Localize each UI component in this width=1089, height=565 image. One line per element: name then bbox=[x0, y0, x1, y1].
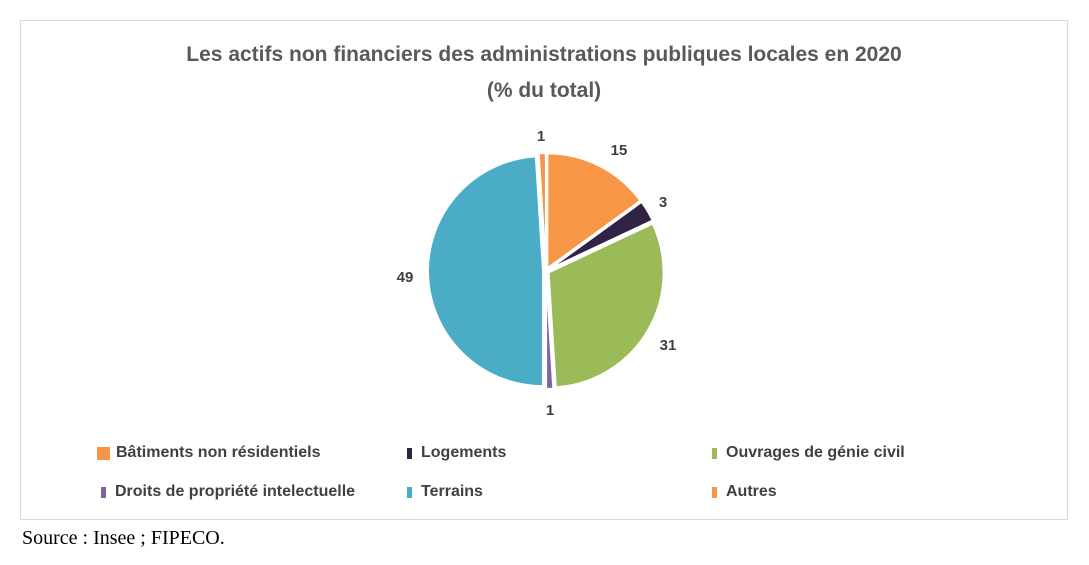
data-label-terrains: 49 bbox=[397, 269, 414, 286]
data-label-batiments: 15 bbox=[611, 142, 628, 159]
chart-subtitle: (% du total) bbox=[486, 79, 602, 102]
source-note: Source : Insee ; FIPECO. bbox=[22, 527, 225, 549]
pie-slice-autres bbox=[537, 152, 547, 269]
data-label-autres: 1 bbox=[537, 128, 545, 145]
legend-label: Terrains bbox=[421, 483, 483, 500]
data-label-logements: 3 bbox=[659, 194, 667, 211]
data-label-ouvrages: 31 bbox=[660, 337, 677, 354]
pie-slice-ouvrages bbox=[547, 222, 665, 389]
legend-label: Droits de propriété intelectuelle bbox=[115, 483, 356, 500]
chart-title: Les actifs non financiers des administra… bbox=[186, 43, 902, 66]
legend-label: Logements bbox=[421, 444, 507, 461]
legend-swatch bbox=[712, 447, 717, 459]
legend-swatch bbox=[101, 486, 106, 498]
legend-item-terrains: Terrains bbox=[403, 483, 483, 501]
legend-item-autres: Autres bbox=[708, 483, 777, 501]
pie-slice-droits bbox=[545, 273, 555, 390]
pie-slice-batiments bbox=[546, 152, 642, 271]
legend-label: Bâtiments non résidentiels bbox=[116, 444, 321, 461]
legend-swatch bbox=[407, 447, 412, 459]
legend-item-logements: Logements bbox=[403, 444, 506, 462]
chart-area: Les actifs non financiers des administra… bbox=[20, 20, 1068, 520]
legend-swatch bbox=[97, 446, 110, 460]
legend-label: Ouvrages de génie civil bbox=[726, 444, 905, 461]
legend-item-batiments: Bâtiments non résidentiels bbox=[97, 444, 321, 462]
legend-item-ouvrages: Ouvrages de génie civil bbox=[708, 444, 905, 462]
data-label-droits: 1 bbox=[546, 402, 554, 419]
legend-swatch bbox=[712, 486, 717, 498]
pie-slice-logements bbox=[547, 200, 654, 271]
legend-swatch bbox=[407, 486, 412, 498]
legend-item-droits: Droits de propriété intelectuelle bbox=[97, 483, 355, 501]
pie-slice-terrains bbox=[427, 155, 545, 388]
legend-label: Autres bbox=[726, 483, 777, 500]
